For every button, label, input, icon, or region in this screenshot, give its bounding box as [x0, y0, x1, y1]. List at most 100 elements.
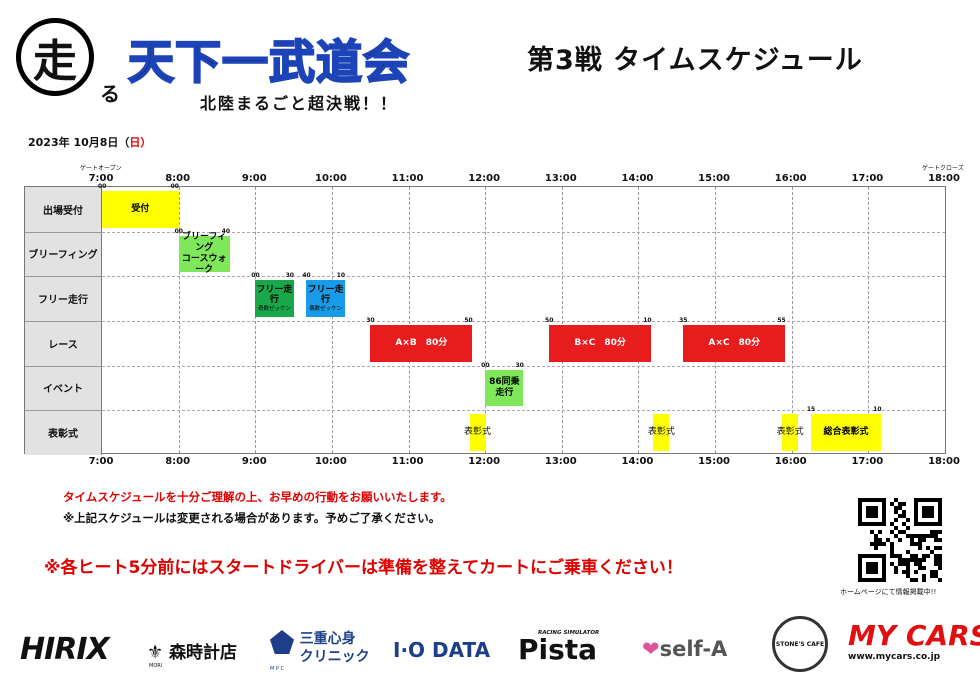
qr-module	[898, 554, 902, 558]
minute-marker: 50	[464, 317, 473, 324]
qr-module	[890, 542, 894, 546]
heart-icon: ❤	[642, 637, 660, 661]
qr-module	[910, 534, 914, 538]
qr-module	[938, 578, 942, 582]
qr-module	[902, 530, 906, 534]
row-separator	[25, 276, 102, 278]
schedule-block-label: B×C 80分	[574, 337, 626, 348]
hour-label-top: 14:00	[621, 173, 654, 184]
hour-label-bot: 15:00	[698, 456, 730, 467]
sponsor-stonescafe-name: STONE'S CAFE	[775, 640, 825, 648]
qr-module	[882, 542, 886, 546]
qr-module	[930, 570, 934, 574]
minute-marker: 30	[285, 272, 294, 280]
sponsor-mycars-url: www.mycars.co.jp	[848, 652, 941, 662]
hour-label-bot: 17:00	[851, 456, 884, 467]
qr-module	[906, 550, 910, 554]
row-label: 出場受付	[25, 187, 102, 232]
hour-label-top: 8:00	[165, 173, 191, 184]
sponsor-hirix-logo: HIRIX	[20, 632, 110, 667]
qr-module	[930, 530, 934, 534]
qr-module	[894, 566, 898, 570]
qr-module	[938, 554, 942, 558]
qr-module	[934, 558, 938, 562]
schedule-block: 総合表彰式	[810, 414, 882, 451]
qr-module	[930, 574, 934, 578]
notice-change: ※上記スケジュールは変更される場合があります。予めご了承ください。	[63, 511, 441, 525]
qr-module	[898, 530, 902, 534]
row-label: フリー走行	[25, 276, 102, 321]
ceremony-marker	[653, 414, 670, 451]
qr-module	[926, 546, 930, 550]
minute-marker: 30	[366, 317, 375, 324]
qr-module	[914, 534, 918, 538]
qr-module	[914, 570, 918, 574]
qr-code[interactable]	[858, 498, 942, 582]
hour-gridline	[178, 187, 180, 453]
schedule-block: 受付	[102, 191, 179, 228]
qr-finder	[922, 506, 934, 518]
hour-label-top: 16:00	[774, 173, 807, 184]
schedule-block-label: A×B 80分	[395, 337, 448, 348]
qr-module	[918, 566, 922, 570]
hour-gridline	[715, 187, 717, 453]
schedule-block: ブリーフィング コースウォーク	[178, 232, 230, 275]
minute-marker: 55	[777, 317, 786, 324]
qr-module	[922, 538, 926, 542]
qr-module	[934, 538, 938, 542]
qr-finder	[866, 506, 878, 518]
qr-module	[906, 570, 910, 574]
qr-module	[922, 578, 926, 582]
row-separator-dashed	[102, 231, 945, 233]
minute-marker: 35	[679, 317, 688, 324]
qr-module	[898, 514, 902, 518]
schedule-block-label: 86同乗走行	[489, 377, 520, 398]
qr-module	[914, 578, 918, 582]
qr-module	[890, 562, 894, 566]
schedule-block: フリー走行 偶数ゼッケン	[306, 280, 345, 317]
qr-module	[918, 546, 922, 550]
qr-module	[906, 574, 910, 578]
sponsor-iodata-logo: I·O DATA	[393, 638, 491, 662]
event-date: 2023年 10月8日（日）	[28, 134, 151, 150]
sponsor-mpc-name: 三重心身 クリニック	[299, 631, 370, 666]
row-separator	[25, 321, 102, 322]
hour-label-top: 11:00	[391, 173, 424, 184]
qr-module	[890, 550, 894, 554]
sponsor-stonescafe-logo: STONE'S CAFE	[772, 616, 828, 672]
minute-marker: 50	[545, 317, 554, 324]
schedule-block-sublabel: 奇数ゼッケン	[258, 306, 291, 313]
date-prefix: 2023年 10月8日（	[28, 136, 130, 149]
qr-module	[894, 498, 898, 502]
qr-module	[910, 538, 914, 542]
sponsor-mycars-logo: MY CARS www.mycars.co.jp	[848, 622, 980, 663]
sponsor-selfa-name: self-A	[659, 637, 728, 661]
minute-marker: 10	[873, 406, 882, 414]
schedule-block-label: フリー走行	[256, 284, 293, 306]
qr-module	[898, 538, 902, 542]
qr-module	[930, 550, 934, 554]
schedule-block-sublabel: 偶数ゼッケン	[309, 306, 342, 313]
hour-gridline	[791, 187, 793, 453]
sponsor-pista-logo: RACING SIMULATOR Pista	[518, 630, 599, 664]
row-label: ブリーフィング	[25, 231, 102, 277]
minute-marker: 40	[221, 227, 231, 235]
row-separator	[25, 410, 102, 412]
qr-module	[934, 534, 938, 538]
minute-marker: 00	[98, 183, 107, 190]
mpc-emblem-icon	[270, 630, 294, 654]
qr-module	[934, 530, 938, 534]
qr-module	[894, 506, 898, 510]
ceremony-label: 表彰式	[647, 427, 675, 438]
hour-gridline	[561, 187, 563, 453]
qr-module	[898, 502, 902, 506]
hour-label-bot: 14:00	[621, 456, 654, 467]
schedule-block-label: フリー走行	[307, 284, 344, 306]
qr-module	[934, 546, 938, 550]
minute-marker: 00	[174, 227, 183, 235]
hour-gridline	[331, 187, 333, 453]
row-separator-dashed	[102, 276, 945, 278]
hour-label-bot: 10:00	[314, 456, 347, 467]
qr-module	[890, 546, 894, 550]
qr-module	[910, 542, 914, 546]
